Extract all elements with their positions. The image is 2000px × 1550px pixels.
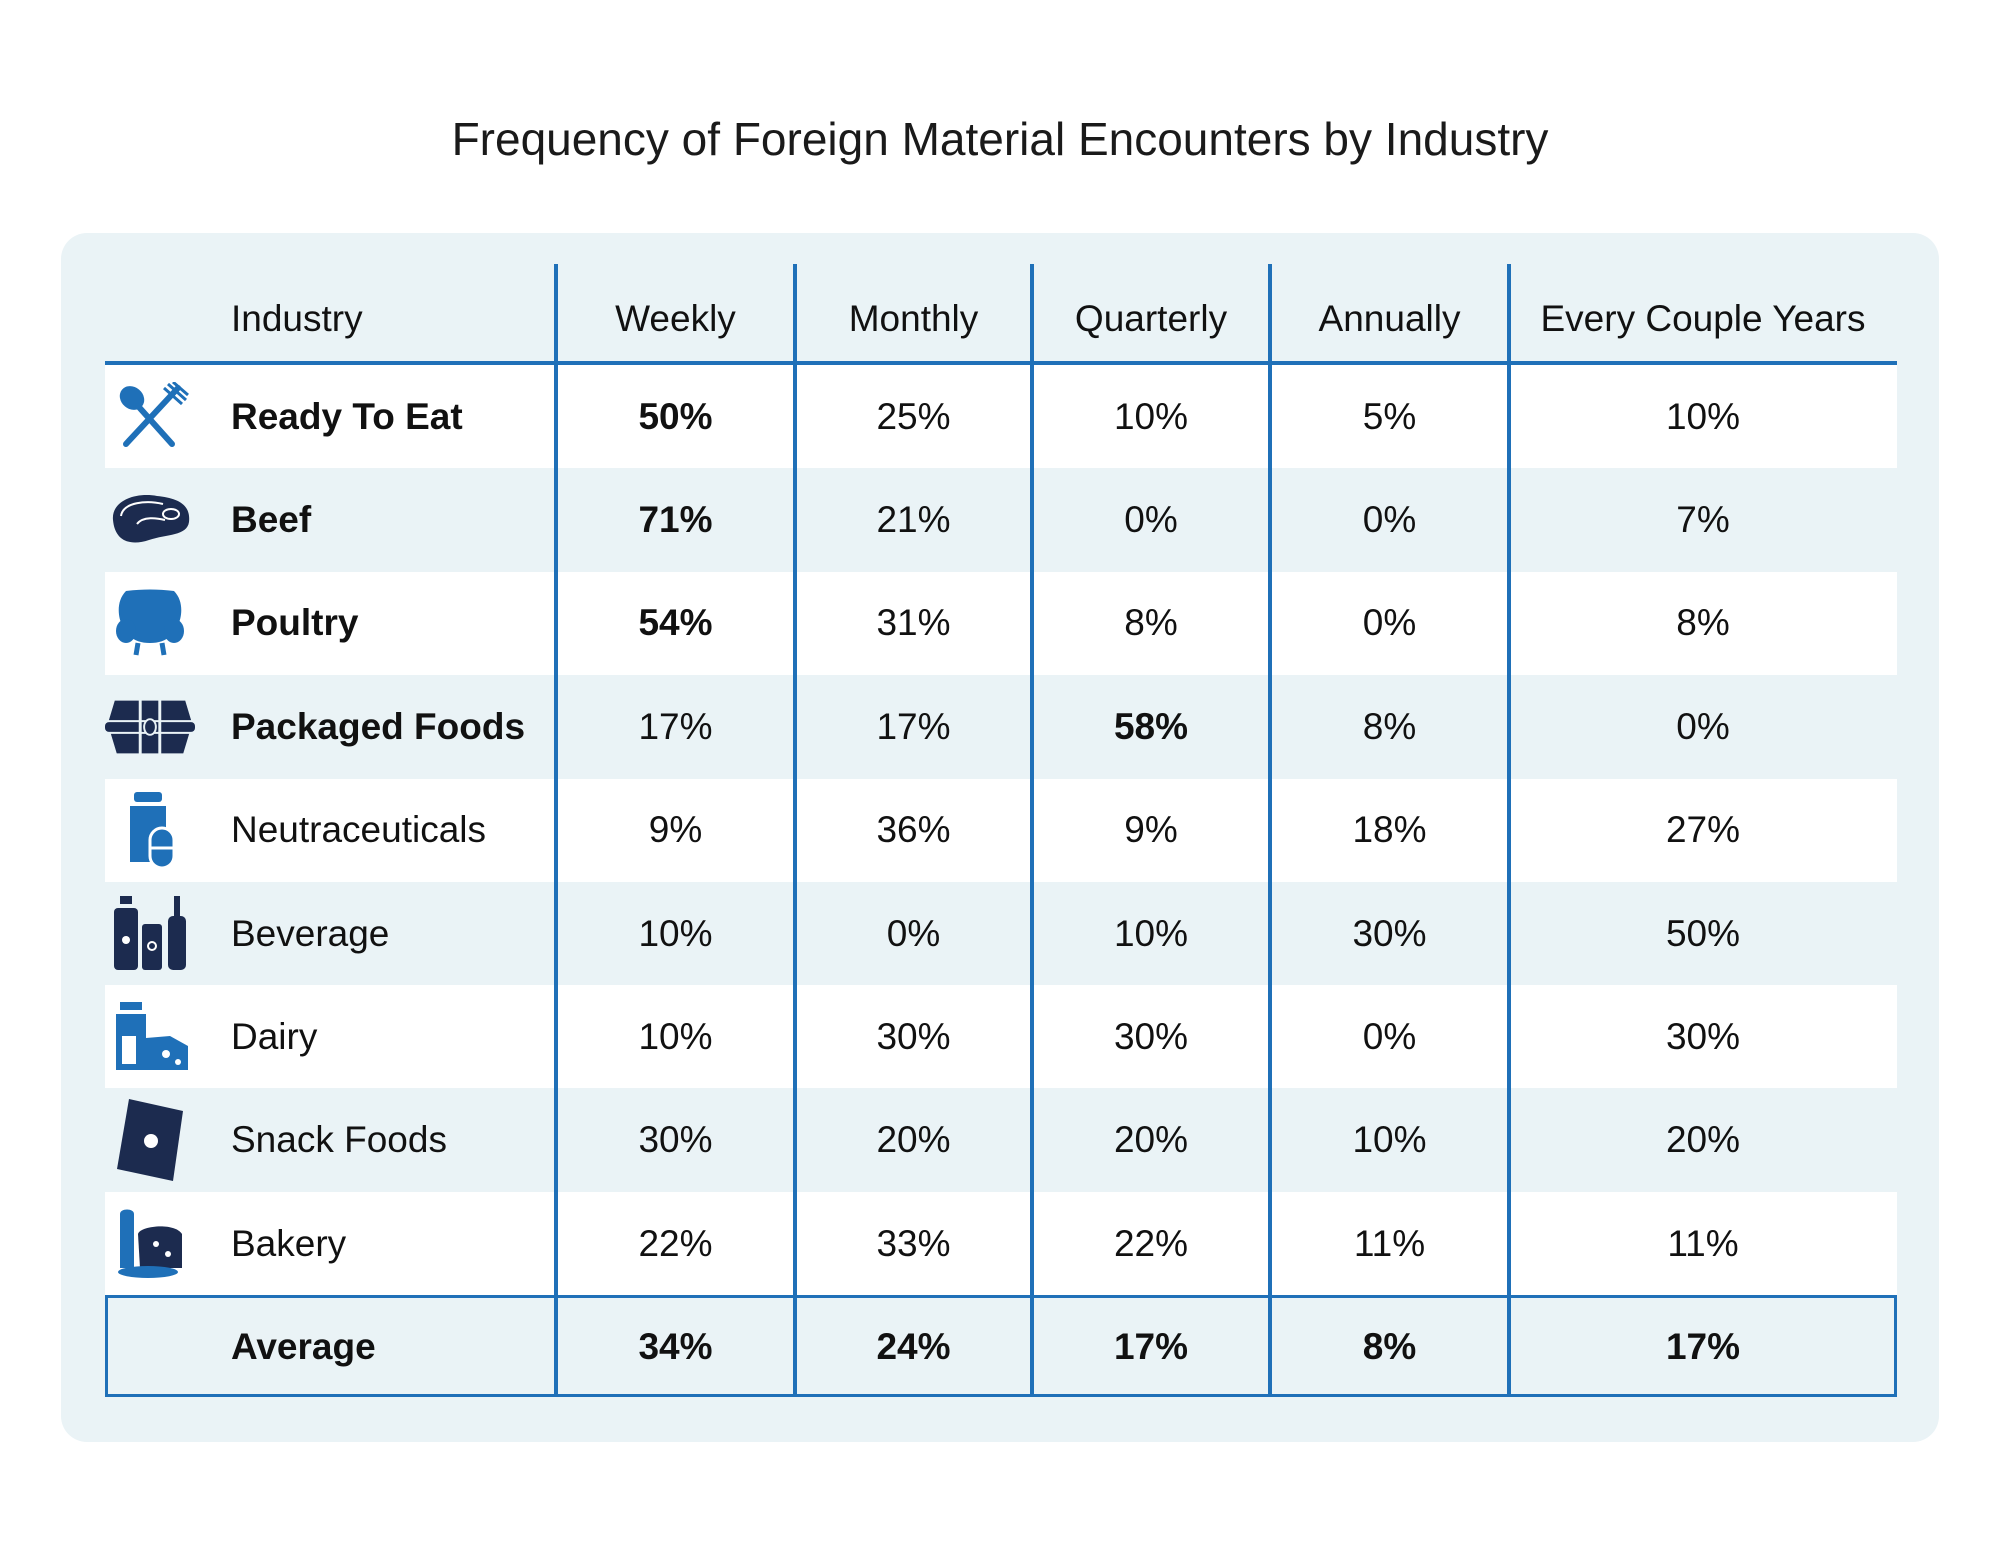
- industry-label: Bakery: [231, 1222, 347, 1264]
- cell-quarterly: 22%: [1113, 1222, 1189, 1264]
- package-icon: [105, 675, 195, 778]
- column-divider: [554, 264, 558, 1394]
- cell-quarterly: 0%: [1124, 498, 1178, 540]
- cell-every-couple-years: 20%: [1665, 1119, 1741, 1161]
- industry-label: Snack Foods: [231, 1119, 447, 1161]
- average-row: Average 34% 24% 17% 8% 17%: [105, 1295, 1897, 1398]
- cell-quarterly: 9%: [1124, 809, 1178, 851]
- industry-label: Dairy: [231, 1015, 318, 1057]
- cell-quarterly: 20%: [1113, 1119, 1189, 1161]
- cell-monthly: 17%: [876, 705, 951, 747]
- column-divider: [793, 264, 797, 1394]
- bottles-icon: [105, 882, 195, 985]
- cell-weekly: 10%: [638, 912, 713, 954]
- table-row: Beef 71% 21% 0% 0% 7%: [105, 468, 1897, 571]
- cell-every-couple-years: 50%: [1665, 912, 1741, 954]
- industry-label: Beef: [231, 498, 312, 540]
- cell-every-couple-years: 0%: [1676, 705, 1730, 747]
- column-header-every-couple-years: Every Couple Years: [1540, 298, 1866, 339]
- column-header-industry: Industry: [231, 298, 363, 339]
- cell-weekly: 54%: [638, 602, 713, 644]
- cell-annually: 10%: [1352, 1119, 1427, 1161]
- table-row: Ready To Eat 50% 25% 10% 5% 10%: [105, 365, 1897, 468]
- cell-quarterly: 10%: [1113, 912, 1189, 954]
- cell-monthly: 20%: [876, 1119, 951, 1161]
- cell-monthly: 0%: [886, 912, 941, 954]
- table-row: Poultry 54% 31% 8% 0% 8%: [105, 571, 1897, 675]
- page-title: Frequency of Foreign Material Encounters…: [451, 113, 1549, 165]
- cell-weekly: 30%: [638, 1119, 713, 1161]
- cell-monthly: 36%: [876, 809, 951, 851]
- column-divider: [1507, 264, 1511, 1394]
- table-row: Bakery 22% 33% 22% 11% 11%: [105, 1192, 1897, 1296]
- cell-every-couple-years: 11%: [1667, 1222, 1739, 1264]
- cell-monthly: 31%: [876, 602, 951, 644]
- column-divider: [1268, 264, 1272, 1394]
- table-row: Neutraceuticals 9% 36% 9% 18% 27%: [105, 778, 1897, 882]
- cell-every-couple-years: 27%: [1665, 809, 1741, 851]
- cell-every-couple-years: 8%: [1676, 602, 1730, 644]
- column-header-annually: Annually: [1318, 298, 1461, 339]
- industry-label: Average: [231, 1325, 376, 1367]
- steak-icon: [105, 468, 195, 571]
- industry-label: Neutraceuticals: [231, 809, 487, 851]
- cell-weekly: 17%: [638, 705, 713, 747]
- cell-annually: 0%: [1362, 602, 1417, 644]
- industry-label: Ready To Eat: [231, 395, 463, 437]
- chicken-icon: [105, 572, 195, 675]
- cell-monthly: 24%: [876, 1325, 951, 1367]
- table-row: Beverage 10% 0% 10% 30% 50%: [105, 882, 1897, 985]
- column-header-monthly: Monthly: [848, 298, 979, 339]
- cell-annually: 30%: [1352, 912, 1427, 954]
- cell-quarterly: 30%: [1113, 1015, 1189, 1057]
- industry-label: Beverage: [231, 912, 390, 954]
- cell-quarterly: 10%: [1113, 395, 1189, 437]
- milk-cheese-icon: [105, 985, 195, 1088]
- table-row: Dairy 10% 30% 30% 0% 30%: [105, 985, 1897, 1089]
- industry-label: Poultry: [231, 602, 359, 644]
- cell-annually: 8%: [1362, 1325, 1417, 1367]
- cell-monthly: 33%: [876, 1222, 951, 1264]
- cell-every-couple-years: 17%: [1665, 1325, 1741, 1367]
- cell-monthly: 25%: [876, 395, 951, 437]
- cell-every-couple-years: 30%: [1665, 1015, 1741, 1057]
- industry-label: Packaged Foods: [231, 705, 526, 747]
- cell-weekly: 22%: [638, 1222, 713, 1264]
- cell-annually: 0%: [1362, 1015, 1417, 1057]
- column-header-quarterly: Quarterly: [1074, 298, 1228, 339]
- cell-annually: 11%: [1353, 1222, 1426, 1264]
- column-header-weekly: Weekly: [615, 298, 736, 339]
- chip-bag-icon: [105, 1089, 195, 1192]
- cell-weekly: 10%: [638, 1015, 713, 1057]
- supplement-bottle-icon: [105, 779, 195, 882]
- cell-quarterly: 17%: [1113, 1325, 1189, 1367]
- cell-weekly: 50%: [638, 395, 713, 437]
- bread-icon: [105, 1192, 195, 1295]
- fork-spoon-icon: [105, 365, 195, 468]
- cell-every-couple-years: 7%: [1676, 498, 1730, 540]
- cell-weekly: 71%: [638, 498, 713, 540]
- table-row: Packaged Foods 17% 17% 58% 8% 0%: [105, 675, 1897, 778]
- column-divider: [1030, 264, 1034, 1394]
- cell-monthly: 21%: [876, 498, 951, 540]
- cell-quarterly: 58%: [1113, 705, 1189, 747]
- table-row: Snack Foods 30% 20% 20% 10% 20%: [105, 1089, 1897, 1192]
- cell-quarterly: 8%: [1124, 602, 1178, 644]
- cell-annually: 18%: [1352, 809, 1427, 851]
- table-header: Industry Weekly Monthly Quarterly Annually Ev…: [105, 264, 1897, 365]
- cell-weekly: 9%: [648, 809, 703, 851]
- cell-annually: 0%: [1362, 498, 1417, 540]
- cell-annually: 8%: [1362, 705, 1417, 747]
- cell-monthly: 30%: [876, 1015, 951, 1057]
- average-row-border: [105, 1295, 1897, 1397]
- cell-annually: 5%: [1362, 395, 1417, 437]
- cell-every-couple-years: 10%: [1665, 395, 1741, 437]
- cell-weekly: 34%: [638, 1325, 713, 1367]
